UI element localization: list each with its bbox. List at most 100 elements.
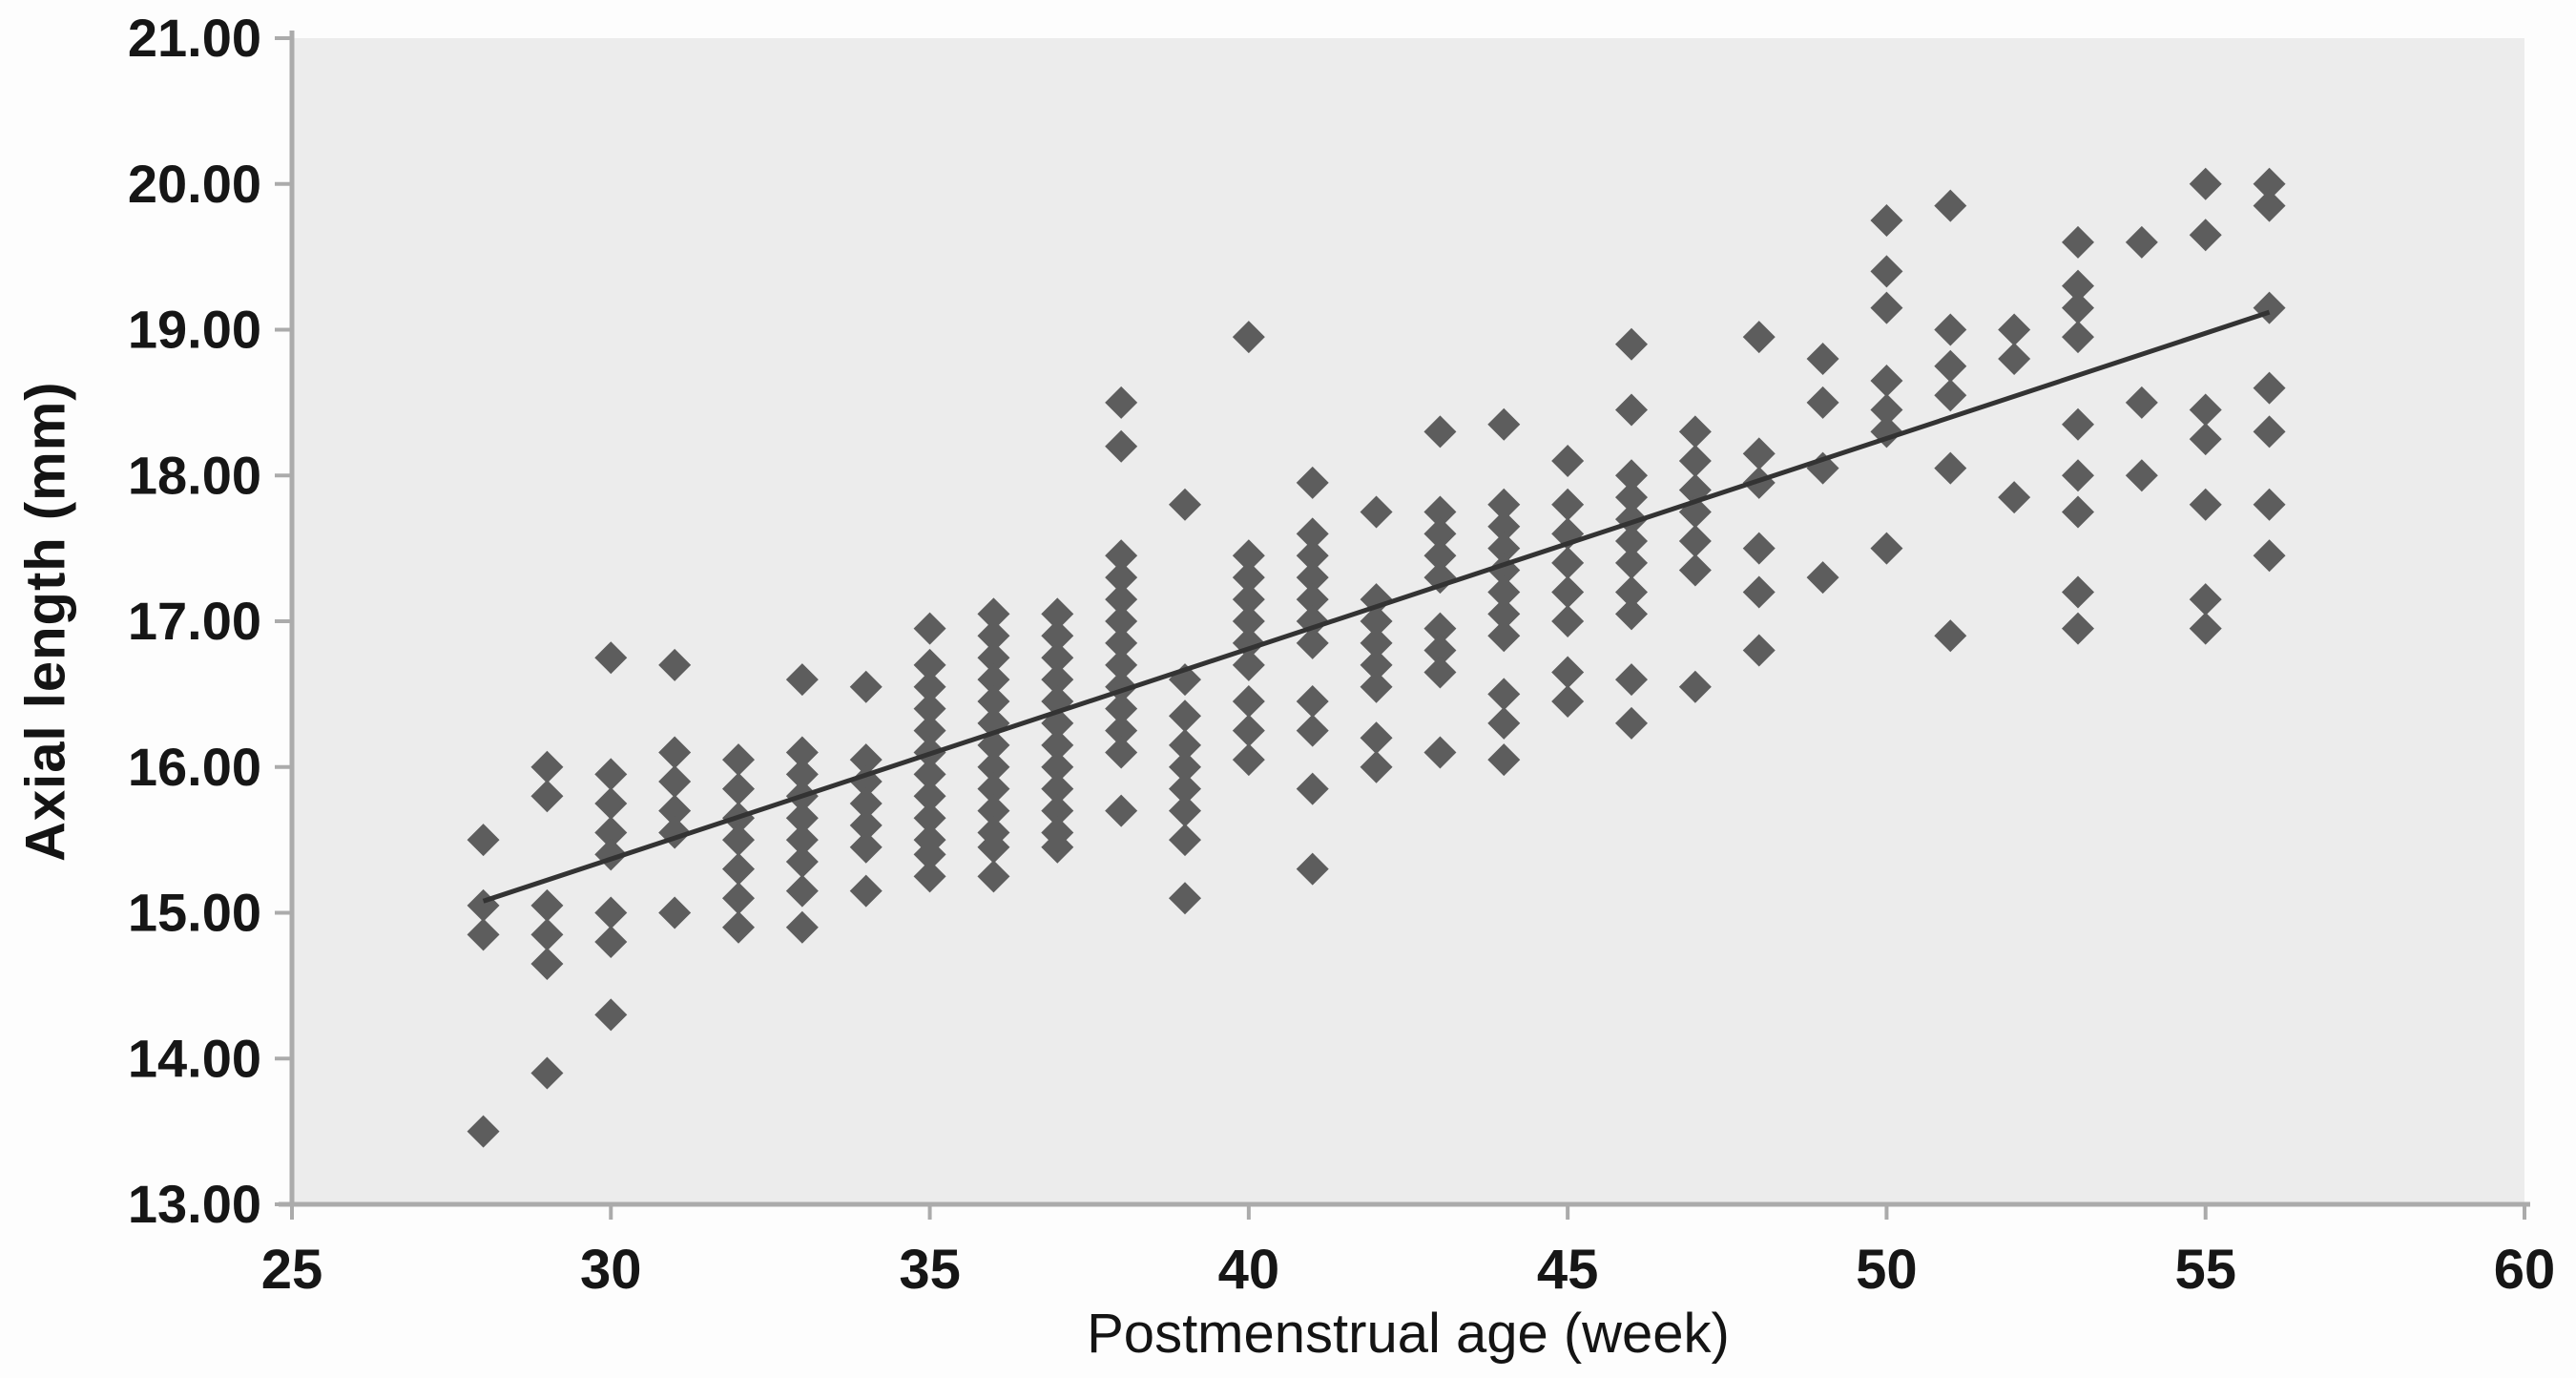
data-point xyxy=(1296,685,1329,719)
x-tick-label: 25 xyxy=(261,1239,323,1301)
data-point xyxy=(1105,794,1138,827)
data-point xyxy=(2062,459,2094,492)
data-point xyxy=(1296,466,1329,499)
data-point xyxy=(658,736,692,769)
data-point xyxy=(1423,561,1457,595)
data-point xyxy=(467,918,500,951)
data-point xyxy=(1742,634,1776,667)
data-point xyxy=(1615,575,1648,609)
data-point xyxy=(530,750,564,783)
data-point xyxy=(1998,481,2031,514)
y-tick-label: 17.00 xyxy=(128,591,261,651)
data-point xyxy=(1360,626,1393,659)
data-point xyxy=(1487,678,1521,711)
data-point xyxy=(1678,553,1712,587)
data-point xyxy=(2062,321,2094,354)
x-tick-label: 60 xyxy=(2494,1239,2556,1301)
data-point xyxy=(913,780,946,813)
data-point xyxy=(1615,546,1648,579)
data-point xyxy=(594,641,628,675)
data-point xyxy=(1487,532,1521,565)
data-point xyxy=(594,816,628,849)
data-point xyxy=(1041,728,1074,762)
data-point xyxy=(1742,575,1776,609)
data-point xyxy=(1360,648,1393,681)
data-point xyxy=(1169,728,1201,762)
x-axis-title: Postmenstrual age (week) xyxy=(1087,1303,1730,1365)
data-point xyxy=(467,824,500,857)
data-point xyxy=(2189,219,2222,252)
data-point xyxy=(913,860,946,893)
data-point xyxy=(1105,714,1138,747)
data-point xyxy=(785,802,819,835)
data-point xyxy=(1232,539,1265,573)
data-point xyxy=(1360,495,1393,529)
data-point xyxy=(1169,750,1201,783)
data-point xyxy=(849,830,883,864)
data-point xyxy=(530,918,564,951)
data-point xyxy=(1296,583,1329,616)
data-point xyxy=(1169,794,1201,827)
data-point xyxy=(1487,510,1521,543)
data-point xyxy=(1615,524,1648,557)
data-point xyxy=(1487,743,1521,777)
data-point xyxy=(1423,517,1457,551)
data-point xyxy=(530,780,564,813)
data-point xyxy=(658,765,692,799)
data-point xyxy=(1870,291,1903,324)
data-point xyxy=(1360,721,1393,755)
data-point xyxy=(1870,532,1903,565)
data-point xyxy=(530,947,564,980)
data-point xyxy=(913,692,946,725)
data-point xyxy=(2189,167,2222,200)
data-point xyxy=(1551,444,1585,477)
data-point xyxy=(2189,488,2222,521)
data-point xyxy=(1870,393,1903,427)
data-point xyxy=(1105,386,1138,419)
data-point xyxy=(2062,225,2094,259)
x-tick-label: 50 xyxy=(1856,1239,1918,1301)
data-point xyxy=(1360,605,1393,637)
data-point xyxy=(2253,167,2286,200)
data-point xyxy=(594,786,628,820)
data-point xyxy=(2189,612,2222,645)
data-point xyxy=(1041,830,1074,864)
data-point xyxy=(1615,663,1648,697)
data-point xyxy=(977,830,1010,864)
data-point xyxy=(913,670,946,703)
data-point xyxy=(785,663,819,697)
data-point xyxy=(977,663,1010,697)
data-point xyxy=(1615,481,1648,514)
data-point xyxy=(849,670,883,703)
data-point xyxy=(722,852,755,886)
data-point xyxy=(1678,670,1712,703)
x-tick-label: 30 xyxy=(580,1239,642,1301)
data-point xyxy=(1423,415,1457,449)
data-point xyxy=(785,874,819,908)
trend-line xyxy=(482,309,2271,904)
data-point xyxy=(1806,343,1839,376)
data-point xyxy=(1105,561,1138,595)
data-point xyxy=(2125,459,2158,492)
data-point xyxy=(1423,539,1457,573)
data-point xyxy=(1551,605,1585,637)
data-point xyxy=(1742,437,1776,470)
data-point xyxy=(1041,772,1074,805)
y-tick-label: 14.00 xyxy=(128,1028,261,1088)
data-point xyxy=(849,874,883,908)
data-point xyxy=(1169,824,1201,857)
data-point xyxy=(1296,714,1329,747)
data-point xyxy=(1296,561,1329,595)
data-point xyxy=(658,648,692,681)
data-point xyxy=(1296,539,1329,573)
data-point xyxy=(722,910,755,944)
data-point xyxy=(913,648,946,681)
data-point xyxy=(785,758,819,791)
data-point xyxy=(2062,575,2094,609)
data-point xyxy=(1169,882,1201,915)
data-point xyxy=(1423,736,1457,769)
x-tick-label: 55 xyxy=(2174,1239,2236,1301)
data-point xyxy=(2062,407,2094,441)
